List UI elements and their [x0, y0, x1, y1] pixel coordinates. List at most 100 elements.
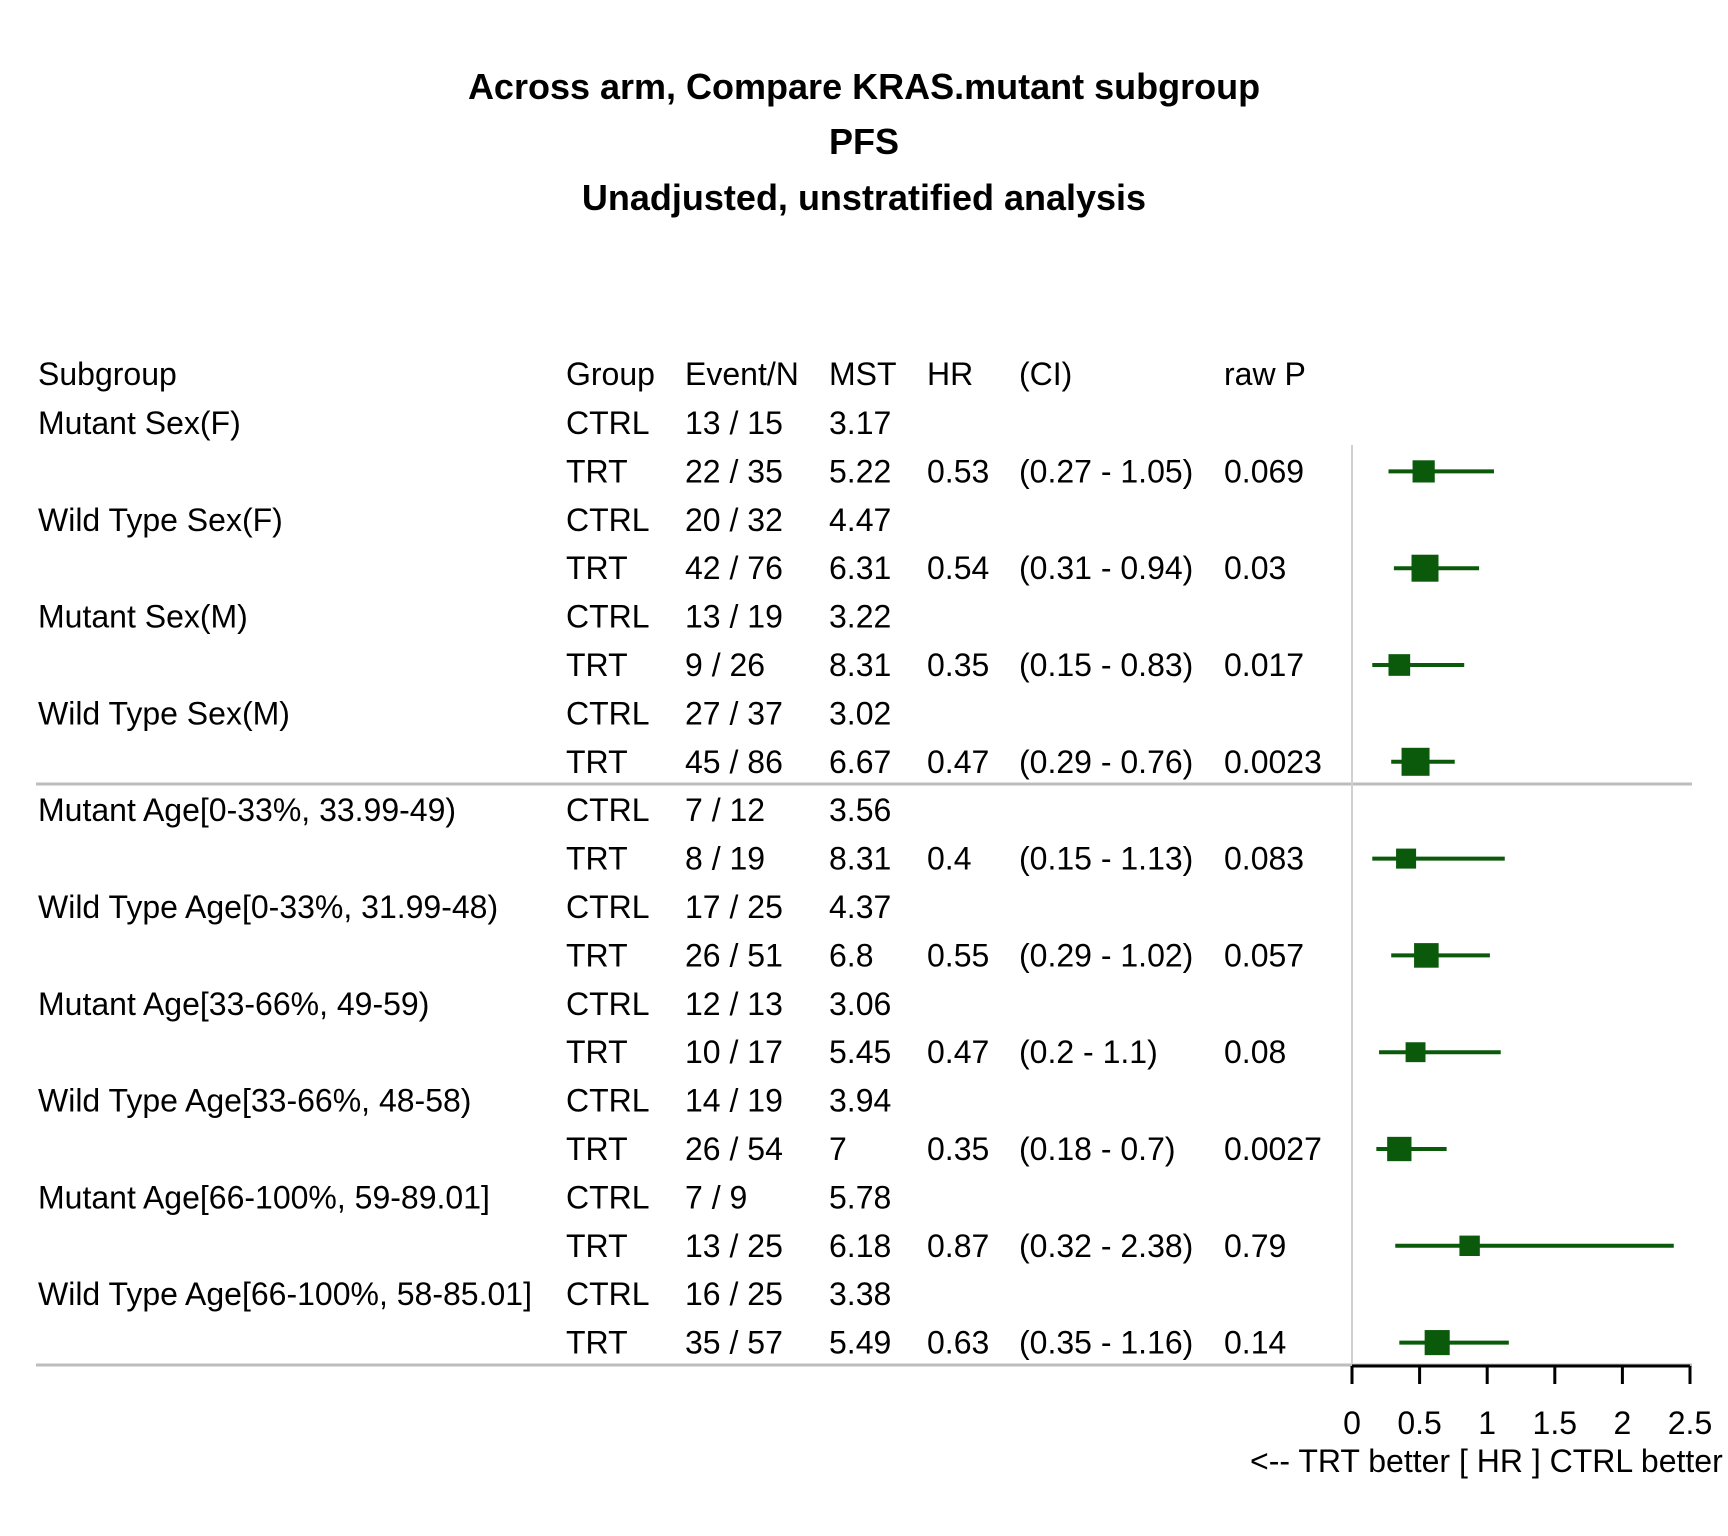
hr-point — [1405, 1042, 1426, 1063]
cell-hr: 0.63 — [927, 1325, 989, 1361]
cell-ci: (0.29 - 1.02) — [1019, 937, 1193, 973]
cell-subgroup: Wild Type Sex(F) — [38, 502, 283, 538]
cell-ci: (0.32 - 2.38) — [1019, 1228, 1193, 1264]
chart-title: Across arm, Compare KRAS.mutant subgroup — [467, 66, 1261, 107]
x-tick-label: 1 — [1478, 1405, 1496, 1441]
cell-mst: 5.78 — [829, 1179, 891, 1215]
cell-group: TRT — [566, 841, 628, 877]
chart-subtitle: PFS — [828, 121, 899, 162]
cell-event-n: 9 / 26 — [685, 647, 765, 683]
cell-event-n: 16 / 25 — [685, 1276, 783, 1312]
cell-p: 0.083 — [1224, 841, 1304, 877]
cell-mst: 8.31 — [829, 647, 891, 683]
cell-event-n: 27 / 37 — [685, 695, 783, 731]
cell-mst: 6.67 — [829, 744, 891, 780]
cell-group: TRT — [566, 1034, 628, 1070]
cell-group: TRT — [566, 744, 628, 780]
header-group: Group — [566, 356, 655, 392]
cell-p: 0.08 — [1224, 1034, 1286, 1070]
cell-event-n: 13 / 19 — [685, 599, 783, 635]
cell-p: 0.057 — [1224, 937, 1304, 973]
cell-mst: 5.22 — [829, 453, 891, 489]
cell-mst: 6.18 — [829, 1228, 891, 1264]
cell-subgroup: Mutant Age[0-33%, 33.99-49) — [38, 792, 456, 828]
cell-event-n: 22 / 35 — [685, 453, 783, 489]
cell-p: 0.0027 — [1224, 1131, 1322, 1167]
cell-event-n: 20 / 32 — [685, 502, 783, 538]
cell-event-n: 35 / 57 — [685, 1325, 783, 1361]
cell-mst: 3.38 — [829, 1276, 891, 1312]
cell-group: CTRL — [566, 695, 650, 731]
cell-group: CTRL — [566, 599, 650, 635]
cell-mst: 4.47 — [829, 502, 891, 538]
cell-event-n: 14 / 19 — [685, 1083, 783, 1119]
x-tick-label: 0 — [1343, 1405, 1361, 1441]
cell-p: 0.14 — [1224, 1325, 1286, 1361]
cell-hr: 0.47 — [927, 744, 989, 780]
cell-group: TRT — [566, 1325, 628, 1361]
cell-mst: 3.17 — [829, 405, 891, 441]
cell-subgroup: Mutant Age[33-66%, 49-59) — [38, 986, 429, 1022]
cell-mst: 3.94 — [829, 1083, 891, 1119]
cell-p: 0.017 — [1224, 647, 1304, 683]
cell-group: CTRL — [566, 1179, 650, 1215]
chart-subtitle-analysis: Unadjusted, unstratified analysis — [581, 177, 1147, 218]
hr-point — [1387, 1136, 1412, 1162]
cell-ci: (0.2 - 1.1) — [1019, 1034, 1158, 1070]
cell-mst: 3.22 — [829, 599, 891, 635]
cell-hr: 0.35 — [927, 647, 989, 683]
cell-mst: 5.49 — [829, 1325, 891, 1361]
x-tick-label: 2 — [1614, 1405, 1632, 1441]
hr-point — [1396, 848, 1417, 869]
cell-subgroup: Mutant Sex(M) — [38, 599, 248, 635]
cell-event-n: 26 / 54 — [685, 1131, 783, 1167]
cell-group: TRT — [566, 1228, 628, 1264]
cell-ci: (0.15 - 0.83) — [1019, 647, 1193, 683]
cell-ci: (0.31 - 0.94) — [1019, 550, 1193, 586]
header-p: raw P — [1224, 356, 1306, 392]
cell-group: TRT — [566, 647, 628, 683]
cell-event-n: 42 / 76 — [685, 550, 783, 586]
header-hr: HR — [927, 356, 973, 392]
x-tick-label: 1.5 — [1533, 1405, 1577, 1441]
cell-event-n: 13 / 15 — [685, 405, 783, 441]
cell-ci: (0.15 - 1.13) — [1019, 841, 1193, 877]
cell-ci: (0.35 - 1.16) — [1019, 1325, 1193, 1361]
cell-hr: 0.55 — [927, 937, 989, 973]
cell-group: CTRL — [566, 502, 650, 538]
cell-hr: 0.87 — [927, 1228, 989, 1264]
cell-event-n: 7 / 12 — [685, 792, 765, 828]
cell-group: CTRL — [566, 1276, 650, 1312]
cell-event-n: 13 / 25 — [685, 1228, 783, 1264]
cell-hr: 0.53 — [927, 453, 989, 489]
x-axis-label: <-- TRT better [ HR ] CTRL better --> — [1250, 1443, 1728, 1479]
cell-event-n: 45 / 86 — [685, 744, 783, 780]
cell-event-n: 7 / 9 — [685, 1179, 747, 1215]
cell-event-n: 26 / 51 — [685, 937, 783, 973]
cell-group: TRT — [566, 1131, 628, 1167]
header-subgroup: Subgroup — [38, 356, 177, 392]
hr-point — [1412, 460, 1435, 483]
cell-mst: 7 — [829, 1131, 847, 1167]
cell-subgroup: Wild Type Age[33-66%, 48-58) — [38, 1083, 471, 1119]
cell-group: CTRL — [566, 889, 650, 925]
cell-event-n: 8 / 19 — [685, 841, 765, 877]
hr-point — [1401, 747, 1430, 776]
cell-mst: 5.45 — [829, 1034, 891, 1070]
cell-subgroup: Mutant Age[66-100%, 59-89.01] — [38, 1179, 490, 1215]
cell-group: TRT — [566, 550, 628, 586]
cell-hr: 0.54 — [927, 550, 989, 586]
header-mst: MST — [829, 356, 897, 392]
cell-event-n: 17 / 25 — [685, 889, 783, 925]
cell-hr: 0.4 — [927, 841, 971, 877]
cell-group: CTRL — [566, 405, 650, 441]
cell-mst: 3.02 — [829, 695, 891, 731]
hr-point — [1414, 943, 1439, 968]
cell-p: 0.0023 — [1224, 744, 1322, 780]
cell-group: TRT — [566, 453, 628, 489]
hr-point — [1424, 1330, 1450, 1356]
cell-mst: 3.56 — [829, 792, 891, 828]
cell-hr: 0.35 — [927, 1131, 989, 1167]
header-ci: (CI) — [1019, 356, 1072, 392]
